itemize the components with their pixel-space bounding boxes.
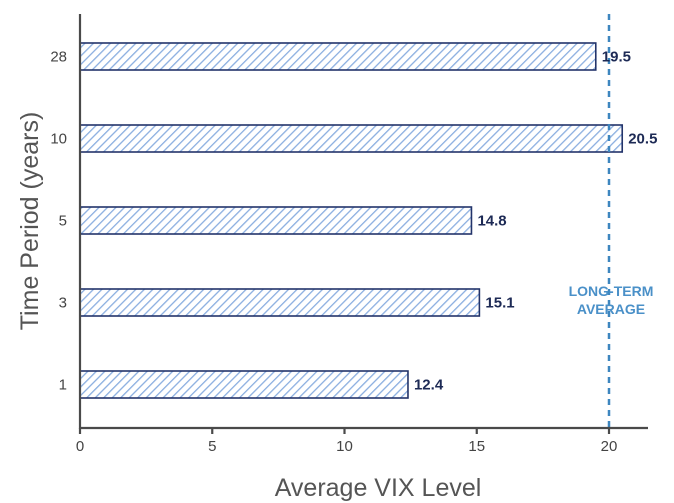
data-label-1: 12.4 [414, 377, 444, 394]
y-tick-label-28: 28 [50, 49, 67, 66]
data-label-10: 20.5 [628, 131, 657, 148]
data-label-5: 14.8 [477, 213, 506, 230]
y-tick-label-1: 1 [59, 377, 67, 394]
x-tick-label-5: 5 [208, 438, 216, 455]
y-tick-label-10: 10 [50, 131, 67, 148]
bar-1 [79, 370, 409, 399]
y-axis-title: Time Period (years) [16, 112, 44, 331]
bar-5 [79, 206, 473, 235]
data-label-28: 19.5 [602, 49, 631, 66]
axes-layer [78, 14, 648, 434]
bar-10 [79, 124, 624, 153]
bar-3 [79, 288, 481, 317]
x-tick-label-20: 20 [601, 438, 618, 455]
x-tick-label-0: 0 [76, 438, 84, 455]
x-tick-label-10: 10 [336, 438, 353, 455]
bars-layer [79, 42, 624, 399]
x-tick-label-15: 15 [468, 438, 485, 455]
x-axis-title: Average VIX Level [275, 474, 482, 502]
y-tick-label-3: 3 [59, 295, 67, 312]
long-term-average-label-line-2: AVERAGE [577, 301, 645, 317]
data-label-3: 15.1 [485, 295, 514, 312]
bar-28 [79, 42, 597, 71]
long-term-average-label-line-1: LONG-TERM [569, 283, 654, 299]
reference-layer: LONG-TERM AVERAGE [569, 14, 654, 428]
y-tick-label-5: 5 [59, 213, 67, 230]
